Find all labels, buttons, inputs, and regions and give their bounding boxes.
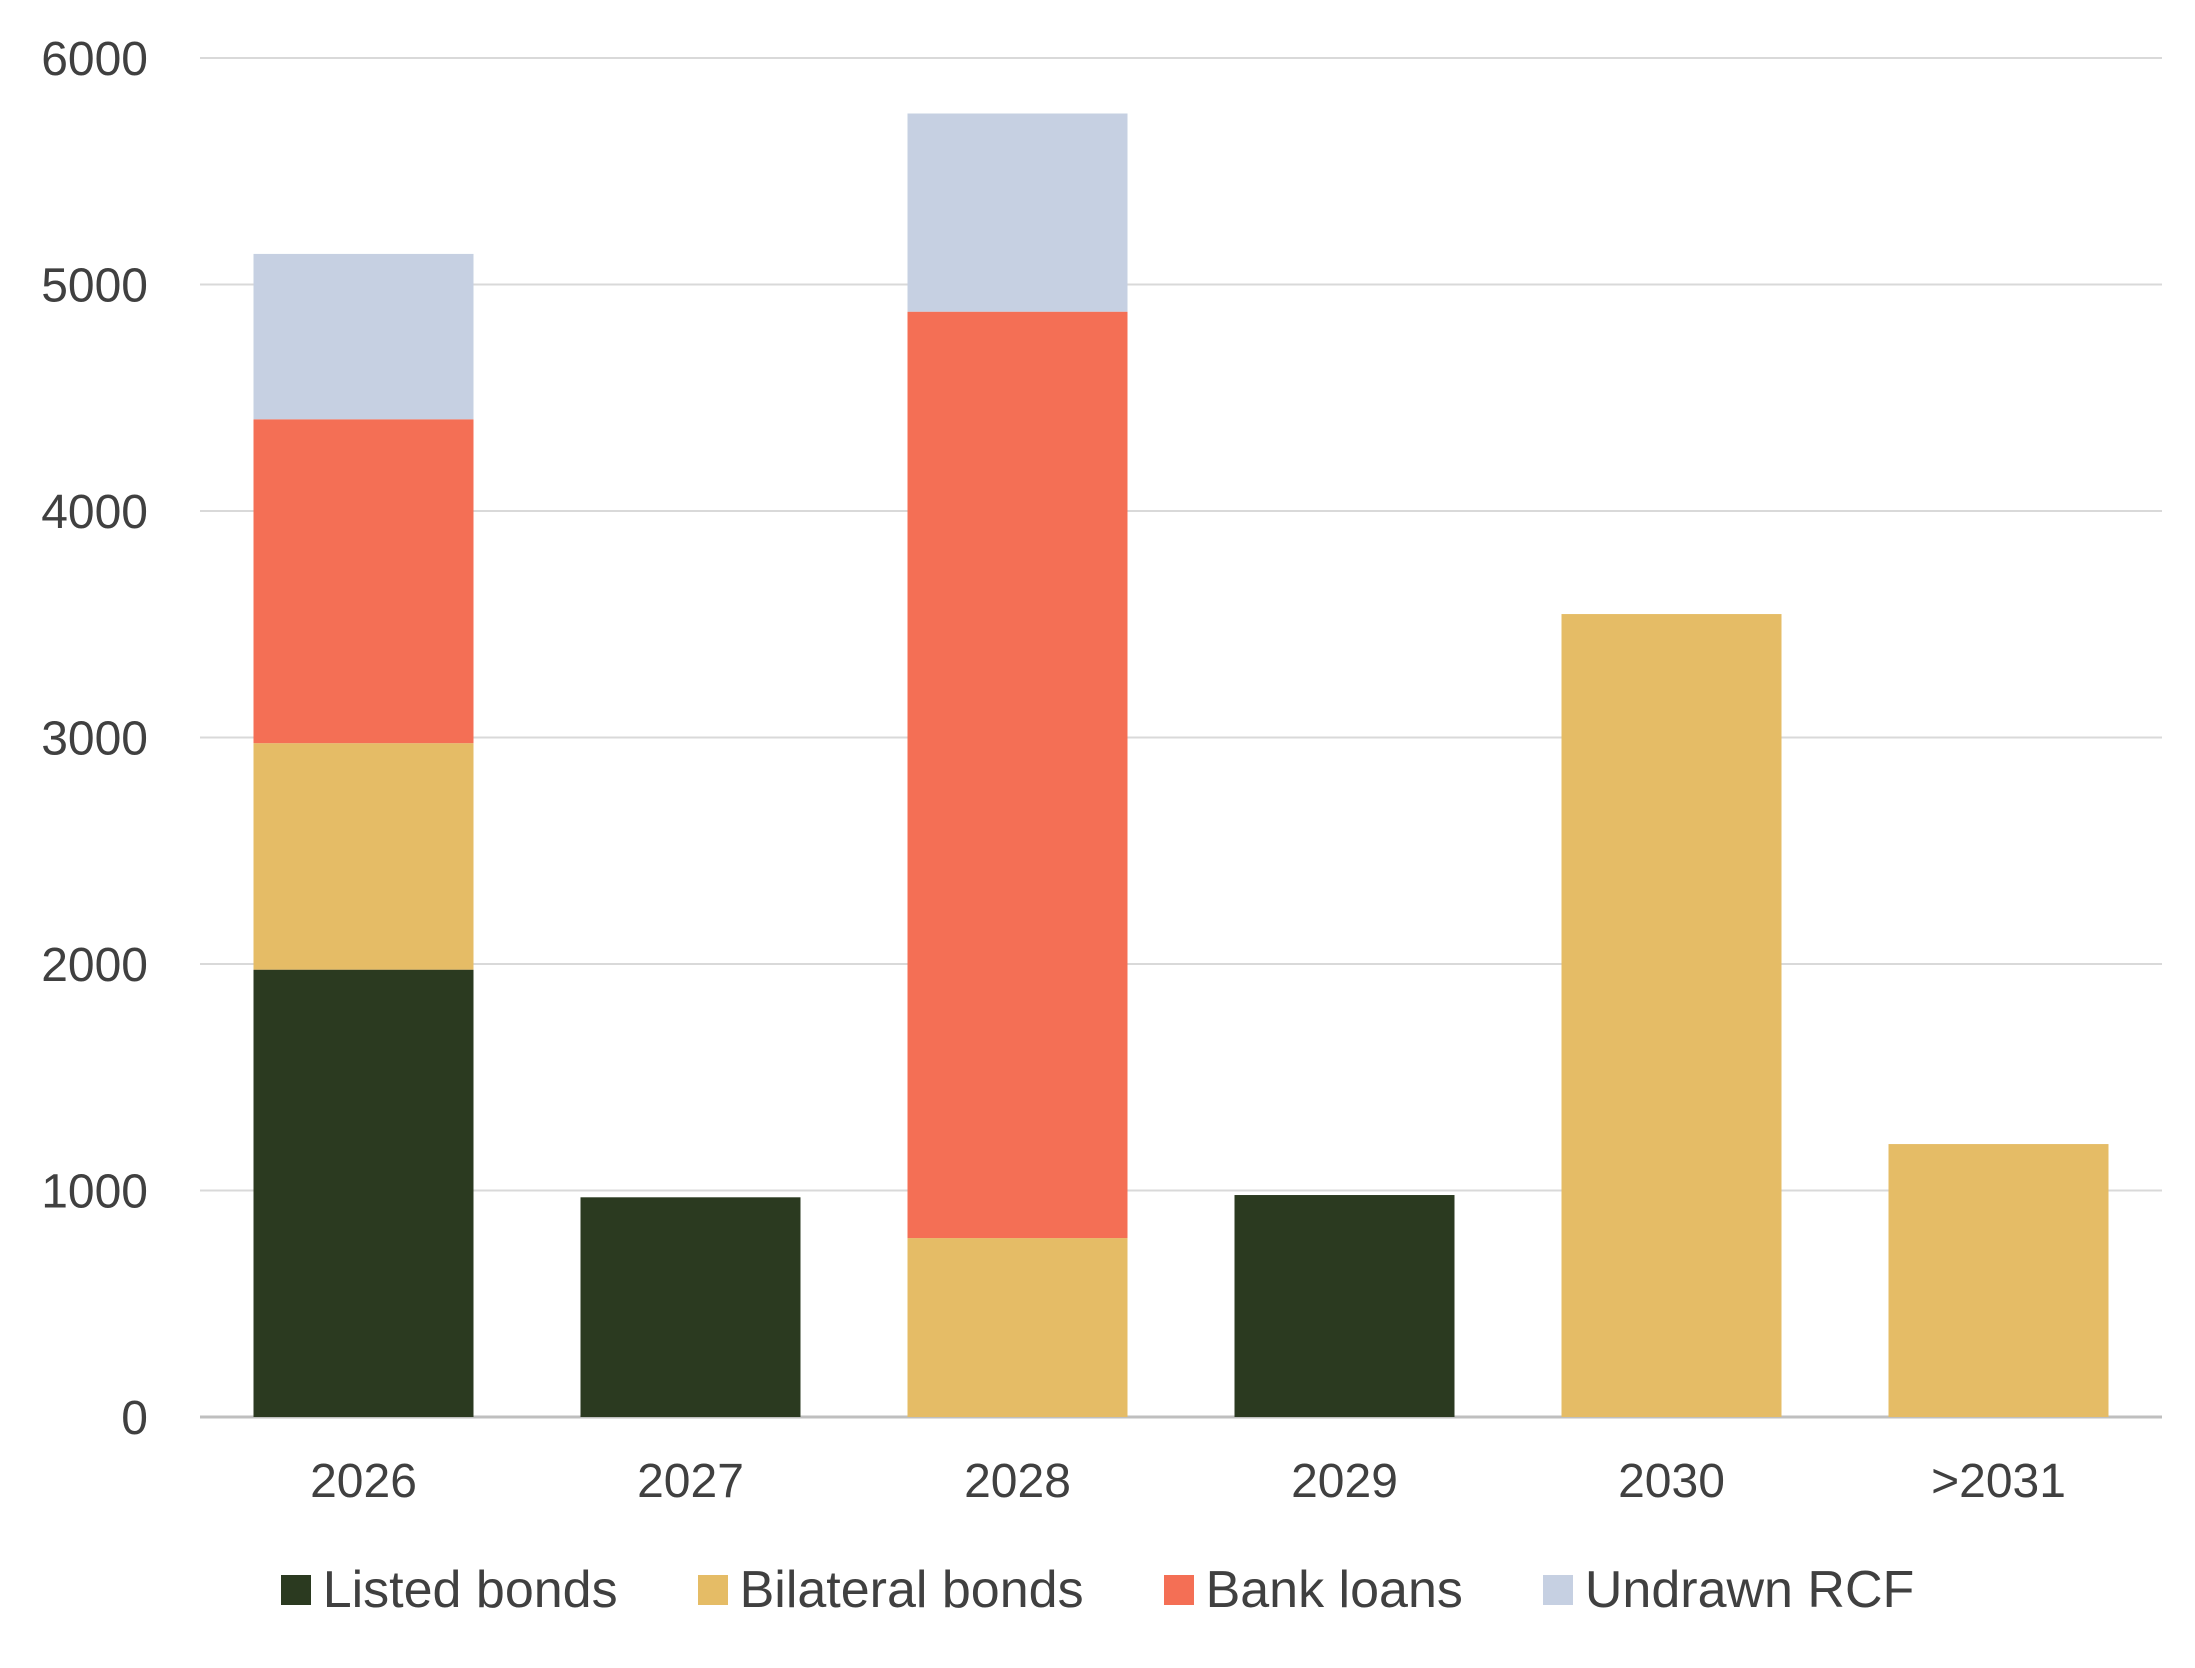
bar-segment	[253, 253, 474, 420]
y-tick-label: 5000	[41, 260, 148, 313]
legend-swatch	[280, 1575, 311, 1605]
y-tick-label: 3000	[41, 713, 148, 766]
x-tick-label: >2031	[1931, 1455, 2066, 1508]
y-tick-label: 2000	[41, 939, 148, 992]
y-axis-ticks: 0 1000 2000 3000 4000 5000 6000	[41, 33, 148, 1445]
bar-segment	[907, 113, 1128, 312]
bar-segment	[907, 1238, 1128, 1417]
y-tick-label: 4000	[41, 486, 148, 539]
bars	[253, 113, 2109, 1417]
legend: Listed bonds Bilateral bonds Bank loans Und…	[0, 1555, 2195, 1625]
legend-label: Bank loans	[1205, 1561, 1463, 1619]
legend-item: Listed bonds	[280, 1560, 618, 1620]
legend-item: Bank loans	[1163, 1560, 1463, 1620]
y-tick-label: 1000	[41, 1166, 148, 1219]
bar-segment	[1888, 1144, 2109, 1417]
legend-item: Undrawn RCF	[1542, 1560, 1915, 1620]
y-tick-label: 6000	[41, 33, 148, 86]
bar-segment	[253, 743, 474, 970]
legend-swatch	[1542, 1575, 1573, 1605]
x-tick-label: 2026	[310, 1455, 417, 1508]
x-axis-ticks: 2026 2027 2028 2029 2030 >2031	[310, 1455, 2066, 1508]
x-tick-label: 2029	[1291, 1455, 1398, 1508]
legend-label: Listed bonds	[322, 1561, 618, 1619]
legend-label: Undrawn RCF	[1584, 1561, 1915, 1619]
bar-segment	[1234, 1195, 1455, 1417]
y-tick-label: 0	[121, 1392, 148, 1445]
legend-item: Bilateral bonds	[697, 1560, 1084, 1620]
x-tick-label: 2028	[964, 1455, 1071, 1508]
bar-segment	[907, 311, 1128, 1239]
legend-swatch	[1163, 1575, 1194, 1605]
bar-segment	[253, 419, 474, 744]
legend-swatch	[697, 1575, 728, 1605]
bar-segment	[253, 969, 474, 1417]
x-tick-label: 2027	[637, 1455, 744, 1508]
gridlines	[200, 57, 2162, 1419]
bar-segment	[580, 1197, 801, 1417]
bar-segment	[1561, 614, 1782, 1417]
legend-label: Bilateral bonds	[739, 1561, 1084, 1619]
x-tick-label: 2030	[1618, 1455, 1725, 1508]
